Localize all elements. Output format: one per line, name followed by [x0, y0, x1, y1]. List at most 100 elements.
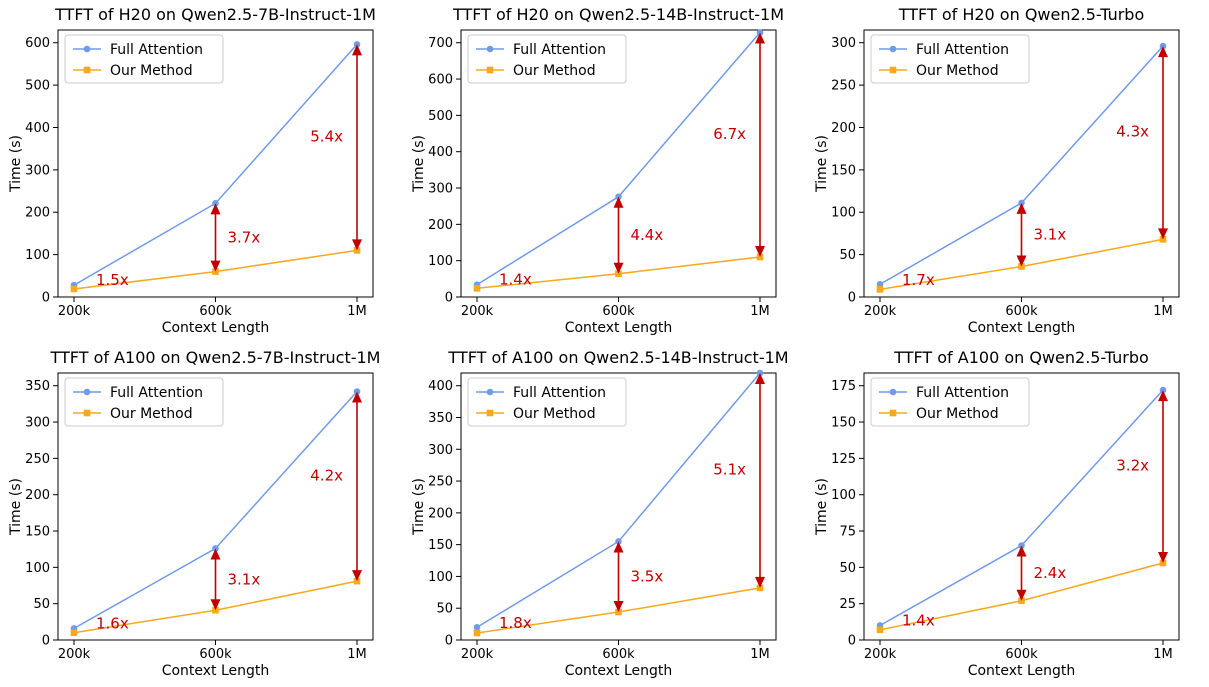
y-tick-label: 200 [25, 206, 50, 221]
speedup-label: 3.1x [1034, 226, 1067, 244]
y-tick-label: 200 [831, 121, 856, 136]
x-tick-label: 600k [602, 304, 635, 319]
data-point-our-method [615, 608, 622, 616]
x-tick-label: 600k [199, 304, 232, 319]
legend-marker-full-attention [889, 388, 897, 396]
y-tick-label: 150 [831, 416, 856, 431]
speedup-label: 5.1x [713, 460, 746, 478]
data-point-our-method [70, 285, 78, 293]
data-point-full-attention [1018, 199, 1025, 207]
chart-panel-2: TTFT of H20 on Qwen2.5-14B-Instruct-1M 0 1… [411, 5, 784, 336]
chart-title: TTFT of H20 on Qwen2.5-Turbo [898, 5, 1144, 24]
data-point-our-method [473, 629, 481, 637]
y-tick-label: 200 [428, 218, 453, 233]
y-axis-label: Time (s) [814, 135, 830, 193]
speedup-label: 3.5x [631, 568, 664, 586]
legend: Full Attention Our Method [64, 377, 224, 427]
data-point-our-method [615, 270, 622, 278]
x-axis-label: Context Length [968, 663, 1076, 679]
chart-panel-1: TTFT of H20 on Qwen2.5-7B-Instruct-1M 0 10… [8, 5, 376, 336]
x-tick-label: 200k [58, 304, 91, 319]
speedup-arrow [1158, 46, 1168, 240]
x-axis-label: Context Length [565, 663, 673, 679]
data-point-full-attention [1018, 542, 1025, 549]
legend: Full Attention Our Method [467, 34, 627, 84]
speedup-label: 1.5x [96, 271, 129, 289]
chart-title: TTFT of A100 on Qwen2.5-14B-Instruct-1M [447, 348, 788, 367]
legend-marker-full-attention [486, 388, 494, 396]
y-tick-label: 400 [428, 145, 453, 160]
x-tick-label: 1M [750, 304, 770, 319]
data-point-full-attention [876, 280, 884, 288]
data-point-our-method [876, 626, 884, 634]
data-point-our-method [756, 253, 764, 261]
data-point-full-attention [212, 545, 219, 552]
speedup-label: 4.3x [1116, 123, 1149, 141]
chart-title: TTFT of A100 on Qwen2.5-Turbo [893, 348, 1149, 367]
chart-panel-6: TTFT of A100 on Qwen2.5-Turbo 0 25 50 75 100 1… [814, 348, 1180, 679]
x-axis-label: Context Length [968, 320, 1076, 336]
y-tick-label: 500 [25, 79, 50, 94]
y-tick-label: 150 [831, 163, 856, 178]
chart-title: TTFT of H20 on Qwen2.5-14B-Instruct-1M [452, 5, 784, 24]
speedup-arrow [210, 548, 221, 611]
y-tick-label: 250 [25, 452, 50, 467]
x-axis-label: Context Length [565, 320, 673, 336]
y-tick-label: 200 [428, 506, 453, 521]
speedup-label: 3.1x [228, 570, 261, 588]
chart-panel-5: TTFT of A100 on Qwen2.5-14B-Instruct-1M 0… [411, 348, 789, 679]
data-point-full-attention [473, 623, 481, 631]
data-point-our-method [1018, 597, 1025, 605]
legend-label-full-attention: Full Attention [110, 385, 203, 401]
legend-marker-full-attention [83, 45, 91, 53]
y-tick-label: 100 [428, 570, 453, 585]
y-tick-label: 300 [25, 163, 50, 178]
legend-marker-our-method [83, 66, 91, 74]
y-tick-label: 100 [25, 248, 50, 263]
speedup-label: 3.2x [1116, 457, 1149, 475]
y-tick-label: 100 [428, 254, 453, 269]
y-tick-label: 400 [25, 121, 50, 136]
y-tick-label: 100 [831, 488, 856, 503]
y-axis-label: Time (s) [8, 478, 24, 536]
y-tick-label: 300 [428, 443, 453, 458]
y-tick-label: 0 [848, 634, 856, 649]
y-tick-label: 0 [445, 634, 453, 649]
speedup-label: 1.4x [499, 270, 532, 288]
data-point-our-method [1018, 263, 1025, 270]
data-point-our-method [756, 584, 764, 592]
legend-label-our-method: Our Method [110, 63, 193, 79]
speedup-arrow [1158, 390, 1168, 563]
y-tick-label: 350 [25, 379, 50, 394]
data-point-our-method [876, 286, 884, 293]
legend-label-full-attention: Full Attention [916, 42, 1009, 58]
x-tick-label: 600k [1005, 304, 1038, 319]
y-axis-label: Time (s) [411, 478, 427, 536]
y-tick-label: 150 [25, 525, 50, 540]
x-tick-label: 200k [864, 304, 897, 319]
speedup-arrow [1016, 202, 1027, 267]
x-tick-label: 200k [58, 647, 91, 662]
y-tick-label: 175 [831, 379, 856, 394]
legend: Full Attention Our Method [467, 377, 627, 427]
y-tick-label: 25 [839, 597, 856, 612]
y-tick-label: 250 [428, 475, 453, 490]
y-tick-label: 300 [25, 416, 50, 431]
x-tick-label: 200k [864, 647, 897, 662]
y-tick-label: 700 [428, 36, 453, 51]
y-tick-label: 600 [428, 73, 453, 88]
x-tick-label: 1M [347, 304, 367, 319]
data-point-our-method [70, 629, 78, 637]
y-tick-label: 0 [848, 291, 856, 306]
legend-marker-our-method [486, 66, 494, 74]
x-tick-label: 1M [1153, 647, 1173, 662]
y-tick-label: 300 [428, 182, 453, 197]
speedup-arrow [613, 541, 624, 613]
x-tick-label: 600k [602, 647, 635, 662]
speedup-arrow [755, 373, 765, 588]
y-tick-label: 600 [25, 36, 50, 51]
y-tick-label: 200 [25, 488, 50, 503]
data-point-our-method [212, 606, 219, 614]
y-tick-label: 100 [831, 206, 856, 221]
